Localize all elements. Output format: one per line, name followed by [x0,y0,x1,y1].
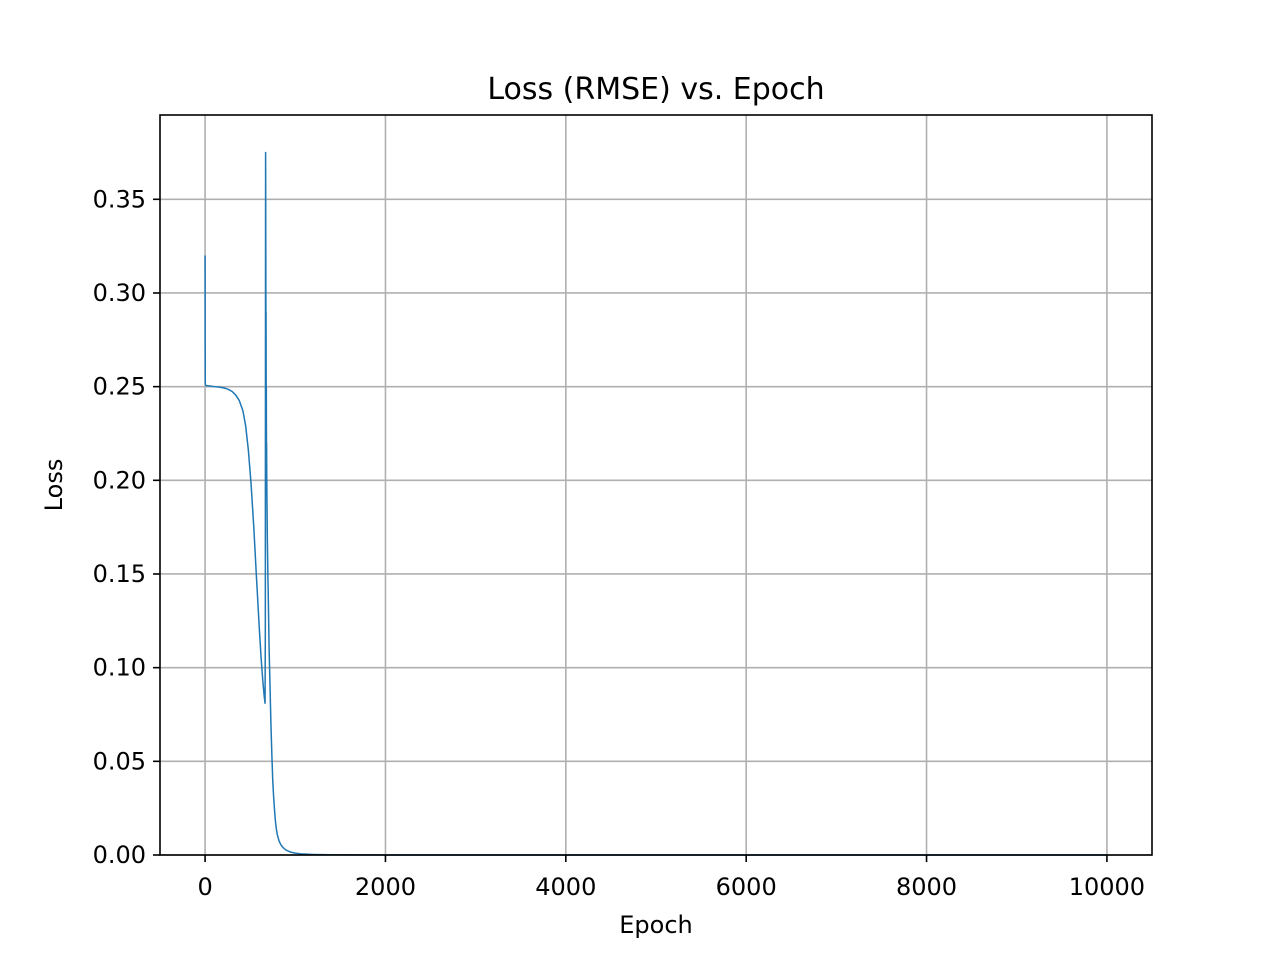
chart-title: Loss (RMSE) vs. Epoch [487,72,824,107]
y-tick-label: 0.00 [93,841,146,869]
plot-frame [159,114,1153,856]
loss-series-line [204,151,1107,856]
y-axis-label: Loss [40,459,68,512]
y-tick-label: 0.25 [93,373,146,401]
y-tick-label: 0.20 [93,466,146,494]
x-tick-label: 2000 [355,873,416,901]
x-tick-label: 0 [197,873,212,901]
series-layer [204,151,1107,856]
y-tick-label: 0.15 [93,560,146,588]
x-axis-label: Epoch [619,911,693,939]
y-tick-label: 0.30 [93,279,146,307]
x-tick-label: 6000 [716,873,777,901]
grid-layer [160,115,1152,856]
x-tick-label: 10000 [1069,873,1145,901]
y-tick-label: 0.10 [93,654,146,682]
y-tick-label: 0.05 [93,747,146,775]
x-tick-label: 8000 [896,873,957,901]
x-axis-ticks: 0 2000 4000 6000 8000 10000 [197,855,1145,901]
x-tick-label: 4000 [535,873,596,901]
y-axis-ticks: 0.00 0.05 0.10 0.15 0.20 0.25 0.30 0.35 [93,185,160,869]
y-tick-label: 0.35 [93,185,146,213]
